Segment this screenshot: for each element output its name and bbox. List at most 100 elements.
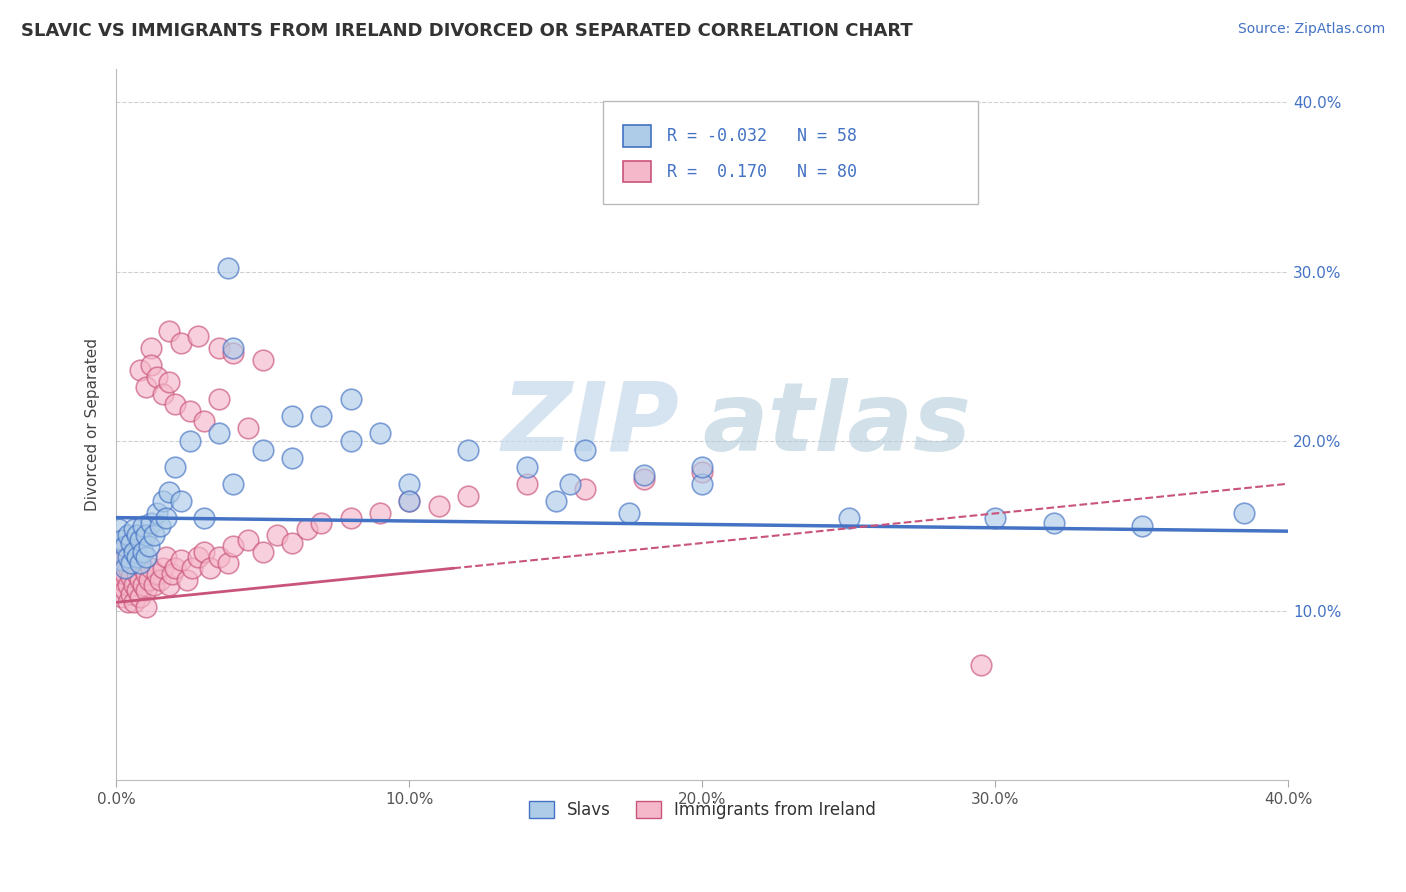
Point (117, 549, 139, 564)
Point (984, 510, 1007, 524)
Point (427, 499, 450, 513)
Point (155, 549, 177, 564)
Point (108, 523, 131, 537)
Point (149, 519, 172, 533)
Point (311, 409, 333, 423)
Point (1043, 516, 1066, 530)
Text: R =  0.170   N = 80: R = 0.170 N = 80 (668, 162, 858, 181)
Point (515, 476, 537, 491)
Point (970, 658, 993, 673)
Point (128, 533, 150, 547)
Point (108, 578, 131, 592)
Text: ZIP: ZIP (501, 378, 679, 471)
Point (252, 544, 274, 558)
Point (157, 375, 180, 389)
Point (122, 578, 145, 592)
Point (236, 533, 259, 547)
Point (138, 540, 160, 554)
Point (222, 540, 245, 554)
Point (146, 506, 169, 520)
Point (222, 341, 245, 355)
Point (152, 561, 174, 575)
Point (120, 557, 142, 571)
Point (222, 346, 245, 360)
Point (339, 434, 361, 449)
Point (114, 549, 136, 564)
Point (111, 533, 134, 547)
Point (692, 476, 714, 491)
Point (295, 523, 318, 537)
Point (114, 566, 136, 581)
Point (108, 544, 131, 558)
Point (135, 566, 157, 581)
Point (111, 574, 134, 588)
Point (179, 404, 201, 418)
Point (157, 324, 180, 338)
Text: R = -0.032   N = 58: R = -0.032 N = 58 (668, 128, 858, 145)
Point (252, 353, 274, 368)
Point (163, 459, 186, 474)
Point (368, 425, 391, 440)
Point (131, 578, 153, 592)
Legend: Slavs, Immigrants from Ireland: Slavs, Immigrants from Ireland (522, 794, 883, 825)
Point (515, 459, 537, 474)
Point (574, 482, 596, 496)
Point (135, 549, 157, 564)
Point (176, 574, 198, 588)
Point (157, 485, 180, 500)
Point (281, 409, 304, 423)
Point (217, 557, 239, 571)
Point (181, 561, 204, 575)
Point (117, 578, 139, 592)
Point (138, 574, 160, 588)
Point (120, 553, 142, 567)
Point (208, 341, 231, 355)
Point (633, 468, 655, 483)
Point (120, 536, 142, 550)
Point (117, 595, 139, 609)
Point (146, 566, 169, 581)
Point (208, 425, 231, 440)
Point (125, 549, 148, 564)
Point (339, 392, 361, 406)
Point (128, 557, 150, 571)
Point (281, 536, 304, 550)
Point (122, 595, 145, 609)
Point (193, 544, 215, 558)
Point (193, 414, 215, 428)
FancyBboxPatch shape (603, 101, 977, 203)
Point (208, 549, 231, 564)
Point (574, 442, 596, 457)
Point (131, 561, 153, 575)
Point (170, 493, 193, 508)
Point (152, 493, 174, 508)
Point (544, 493, 567, 508)
Point (266, 527, 288, 541)
Point (252, 442, 274, 457)
Point (217, 261, 239, 276)
Point (135, 380, 157, 394)
Point (160, 566, 183, 581)
Point (111, 591, 134, 605)
Point (135, 600, 157, 615)
Point (152, 387, 174, 401)
Point (311, 516, 333, 530)
Point (398, 493, 420, 508)
Point (398, 476, 420, 491)
Point (128, 363, 150, 377)
Point (141, 561, 163, 575)
Point (560, 476, 582, 491)
Point (157, 578, 180, 592)
Point (117, 561, 139, 575)
Y-axis label: Divorced or Separated: Divorced or Separated (86, 338, 100, 511)
Point (339, 510, 361, 524)
Point (457, 489, 479, 503)
Point (141, 358, 163, 372)
Point (131, 544, 153, 558)
Point (114, 540, 136, 554)
Point (149, 574, 172, 588)
Point (141, 516, 163, 530)
Point (120, 587, 142, 601)
Point (135, 527, 157, 541)
Point (222, 476, 245, 491)
